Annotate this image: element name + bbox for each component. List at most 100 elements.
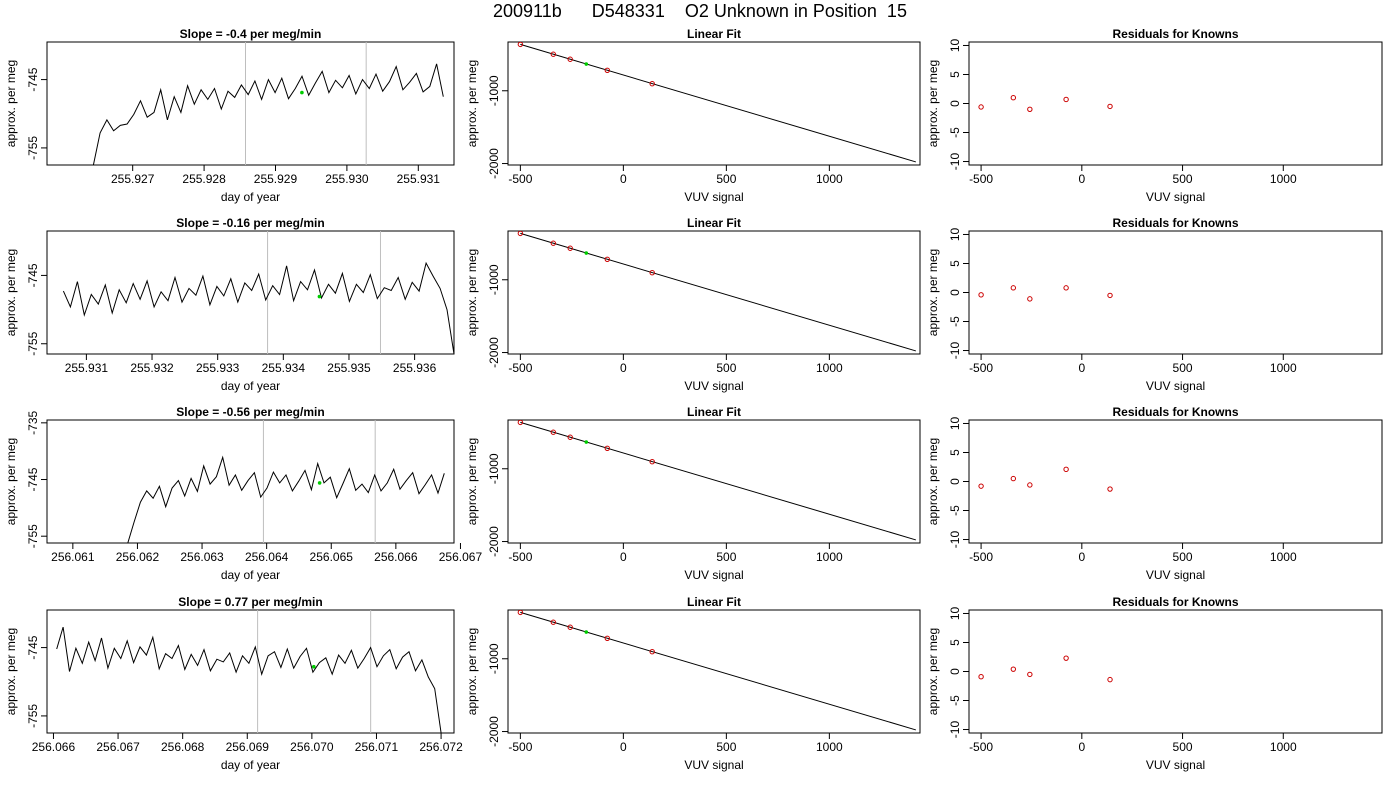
plot-frame <box>968 419 1383 544</box>
panel-title: Residuals for Knowns <box>1112 27 1238 41</box>
y-tick-label: 0 <box>948 668 962 675</box>
plot-frame <box>46 609 455 734</box>
x-tick-label: 256.072 <box>419 740 463 754</box>
known-standard-point <box>567 624 573 630</box>
known-standard-point <box>517 42 524 48</box>
panel-title: Slope = -0.16 per meg/min <box>176 216 324 230</box>
residual-point <box>978 483 984 489</box>
x-tick-label: 255.930 <box>325 172 369 186</box>
known-standard-point <box>517 231 524 237</box>
x-tick-label: 255.932 <box>130 361 174 375</box>
residual-point <box>1107 292 1113 299</box>
y-axis-label: approx. per meg <box>926 60 940 147</box>
y-axis-label: approx. per meg <box>465 438 479 525</box>
y-tick-label: -5 <box>948 505 962 516</box>
x-axis-label: VUV signal <box>1146 758 1205 772</box>
unknown-sample-point <box>300 90 304 95</box>
x-tick-label: 256.068 <box>161 740 205 754</box>
x-tick-label: 1000 <box>816 172 843 186</box>
known-standard-point <box>604 445 610 452</box>
chart-panel-timeseries-2: Slope = -0.16 per meg/min 255.931 255.932 2… <box>4 216 455 393</box>
x-tick-label: 255.935 <box>327 361 371 375</box>
panel-title: Residuals for Knowns <box>1112 595 1238 609</box>
x-axis-label: VUV signal <box>1146 379 1205 393</box>
y-tick-label: 5 <box>948 639 962 646</box>
y-tick-label: 0 <box>948 289 962 296</box>
x-tick-label: 0 <box>620 740 627 754</box>
x-tick-label: 1000 <box>1270 361 1297 375</box>
known-standard-point <box>567 245 573 251</box>
x-tick-label: 1000 <box>1270 172 1297 186</box>
series-trace <box>127 455 445 543</box>
residual-point <box>1107 676 1113 683</box>
x-tick-label: 0 <box>1078 740 1085 754</box>
y-tick-label: -2000 <box>487 526 501 557</box>
y-axis-label: approx. per meg <box>465 60 479 147</box>
y-axis-label: approx. per meg <box>4 628 18 715</box>
plot-frame <box>507 419 921 544</box>
known-standard-point <box>550 619 557 625</box>
y-tick-label: 5 <box>948 71 962 78</box>
x-tick-label: 256.065 <box>310 550 354 564</box>
chart-panel-fit-1: Linear Fit -500 0 500 1000 -1000 -2000 VUV sign… <box>465 27 921 204</box>
panel-title: Linear Fit <box>687 27 741 41</box>
known-standard-point <box>550 429 557 435</box>
series-trace <box>62 261 454 354</box>
panel-title: Residuals for Knowns <box>1112 216 1238 230</box>
x-tick-label: 256.070 <box>290 740 334 754</box>
x-tick-label: 256.067 <box>439 550 483 564</box>
known-standard-point <box>517 420 524 426</box>
x-tick-label: 255.928 <box>182 172 226 186</box>
x-tick-label: -500 <box>508 361 532 375</box>
x-tick-label: 256.061 <box>51 550 95 564</box>
known-standard-point <box>604 67 610 74</box>
plot-frame <box>507 230 921 355</box>
series-trace <box>92 63 444 165</box>
residual-point <box>1010 666 1017 672</box>
plot-frame <box>46 41 455 166</box>
x-tick-label: 1000 <box>1270 740 1297 754</box>
y-axis-label: approx. per meg <box>926 628 940 715</box>
residual-point <box>1063 96 1069 103</box>
known-standard-point <box>604 256 610 263</box>
residual-point <box>1063 655 1069 661</box>
residual-point <box>1027 296 1033 302</box>
x-tick-label: 255.933 <box>196 361 240 375</box>
chart-panel-residuals-2: Residuals for Knowns -500 0 500 1000 -10 -5 0 5 1… <box>926 216 1383 393</box>
x-tick-label: 1000 <box>816 550 843 564</box>
panel-title: Slope = 0.77 per meg/min <box>178 595 322 609</box>
y-tick-label: -755 <box>26 704 40 728</box>
x-axis-label: day of year <box>221 379 280 393</box>
y-tick-label: -745 <box>26 67 40 91</box>
y-tick-label: -10 <box>948 342 962 360</box>
known-standard-point <box>649 270 655 276</box>
chart-panel-residuals-1: Residuals for Knowns -500 0 500 1000 -10 -5 0 5 1… <box>926 27 1383 204</box>
x-tick-label: -500 <box>508 172 532 186</box>
y-axis-label: approx. per meg <box>465 249 479 336</box>
y-tick-label: -5 <box>948 695 962 706</box>
x-tick-label: 256.067 <box>96 740 140 754</box>
known-standard-point <box>649 459 655 465</box>
y-tick-label: -1000 <box>487 264 501 295</box>
data-layer <box>978 94 1113 113</box>
y-axis-label: approx. per meg <box>4 249 18 336</box>
y-tick-label: -5 <box>948 316 962 327</box>
x-tick-label: 500 <box>716 172 736 186</box>
data-layer <box>978 466 1113 492</box>
residual-point <box>1010 94 1017 101</box>
plot-frame <box>46 419 455 544</box>
residual-point <box>978 104 984 110</box>
x-tick-label: 0 <box>620 361 627 375</box>
y-tick-label: -745 <box>26 635 40 659</box>
x-tick-label: 500 <box>716 361 736 375</box>
y-tick-label: 5 <box>948 260 962 267</box>
known-standard-point <box>567 434 573 440</box>
x-tick-label: 500 <box>1173 361 1193 375</box>
panel-title: Slope = -0.56 per meg/min <box>176 405 324 419</box>
y-tick-label: -1000 <box>487 453 501 484</box>
y-tick-label: 10 <box>948 606 962 620</box>
chart-panel-timeseries-3: Slope = -0.56 per meg/min 256.061 256.062 2… <box>4 405 482 582</box>
x-tick-label: 500 <box>716 550 736 564</box>
y-tick-label: -755 <box>26 331 40 355</box>
x-axis-label: VUV signal <box>1146 190 1205 204</box>
